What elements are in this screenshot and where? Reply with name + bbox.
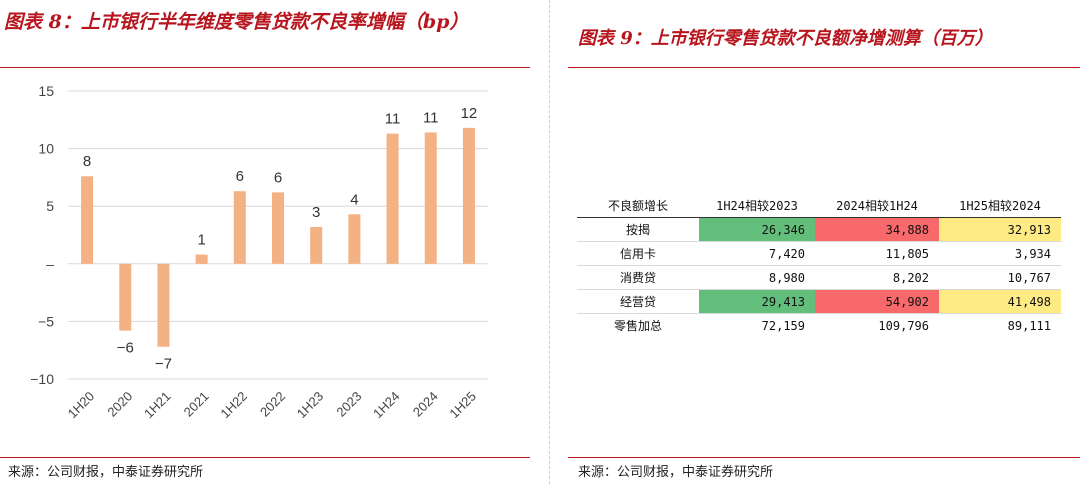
table-cell: 3,934 [939, 241, 1061, 266]
x-tick-label: 1H25 [446, 389, 479, 422]
x-tick-label: 1H22 [217, 389, 250, 422]
x-tick-label: 1H21 [141, 389, 174, 422]
data-label: 3 [312, 204, 320, 221]
table-header-row: 不良额增长 1H24相较2023 2024相较1H24 1H25相较2024 [577, 194, 1061, 218]
table-row: 消费贷 8,980 8,202 10,767 [577, 265, 1061, 290]
data-label: 6 [236, 168, 244, 185]
data-label: 8 [83, 153, 91, 170]
bar [462, 127, 475, 264]
x-tick-label: 2021 [181, 389, 212, 420]
x-tick-label: 1H20 [65, 389, 98, 422]
bar [81, 176, 94, 264]
x-tick-label: 2023 [333, 389, 364, 420]
bar [310, 226, 323, 264]
x-tick-label: 1H23 [294, 389, 327, 422]
table-row: 经营贷 29,413 54,902 41,498 [577, 289, 1061, 314]
x-tick-label: 2020 [104, 389, 135, 420]
npl-increase-table: 不良额增长 1H24相较2023 2024相较1H24 1H25相较2024 按… [577, 194, 1061, 337]
column-header: 2024相较1H24 [815, 194, 939, 218]
table-title: 图表 9：上市银行零售贷款不良额净增测算（百万） [578, 28, 993, 49]
data-label: 11 [423, 109, 439, 126]
row-label: 信用卡 [577, 241, 699, 266]
table-row: 按揭 26,346 34,888 32,913 [577, 217, 1061, 242]
y-tick-label: 10 [38, 141, 54, 157]
bar [386, 133, 399, 264]
table-row: 信用卡 7,420 11,805 3,934 [577, 241, 1061, 266]
table-cell: 11,805 [815, 241, 939, 266]
data-label: 11 [385, 111, 401, 128]
panel-divider [549, 0, 550, 484]
column-header: 1H24相较2023 [699, 194, 815, 218]
y-tick-label: – [46, 256, 54, 272]
table-cell: 34,888 [815, 217, 939, 242]
bar [119, 263, 132, 331]
bar [348, 214, 361, 264]
table-row: 零售加总 72,159 109,796 89,111 [577, 314, 1061, 338]
bar [195, 254, 208, 264]
bar-chart: 15 10 5 – −5 −10 8 1H20 −6 2020 −7 1H21 1 2021 6 1H22 6 2… [30, 83, 488, 422]
column-header: 1H25相较2024 [939, 194, 1061, 218]
bar [424, 132, 437, 264]
source-rule [0, 457, 530, 458]
y-tick-label: 5 [46, 198, 54, 214]
table-cell: 54,902 [815, 289, 939, 314]
data-label: 4 [350, 191, 358, 208]
x-tick-label: 2024 [410, 389, 441, 420]
x-tick-label: 1H24 [370, 389, 403, 422]
row-label: 按揭 [577, 217, 699, 242]
table-cell: 109,796 [878, 318, 929, 333]
chart-title: 图表 8：上市银行半年维度零售贷款不良率增幅（bp） [4, 11, 469, 33]
table-cell: 10,767 [939, 265, 1061, 290]
table-cell: 7,420 [699, 241, 815, 266]
data-label: −6 [117, 340, 134, 357]
bar [157, 263, 170, 347]
y-tick-label: −5 [38, 313, 54, 329]
right-panel: 图表 9：上市银行零售贷款不良额净增测算（百万） 不良额增长 1H24相较202… [568, 0, 1080, 484]
title-rule [568, 67, 1080, 68]
table-cell: 41,498 [939, 289, 1061, 314]
y-tick-label: 15 [38, 83, 54, 99]
y-tick-label: −10 [30, 371, 54, 387]
table-cell: 29,413 [699, 289, 815, 314]
table-cell: 32,913 [939, 217, 1061, 242]
left-panel: 图表 8：上市银行半年维度零售贷款不良率增幅（bp） 15 10 5– −5 −10 8 1… [0, 0, 530, 484]
data-label: 6 [274, 169, 282, 186]
data-label: 12 [461, 105, 478, 122]
source-rule [568, 457, 1080, 458]
table-cell: 26,346 [699, 217, 815, 242]
row-label: 零售加总 [613, 319, 662, 333]
bar [272, 192, 284, 264]
source-note: 来源：公司财报，中泰证券研究所 [8, 465, 204, 480]
title-rule [0, 67, 530, 68]
table-cell: 8,980 [699, 265, 815, 290]
table-cell: 8,202 [815, 265, 939, 290]
table-cell: 72,159 [761, 318, 805, 333]
data-label: 1 [197, 232, 205, 249]
row-label: 消费贷 [577, 265, 699, 290]
x-tick-label: 2022 [257, 389, 288, 420]
column-header: 不良额增长 [577, 194, 699, 218]
row-label: 经营贷 [577, 289, 699, 314]
bar [233, 191, 246, 264]
table-cell: 89,111 [1007, 318, 1051, 333]
source-note: 来源：公司财报，中泰证券研究所 [578, 465, 774, 480]
data-label: −7 [155, 356, 172, 373]
